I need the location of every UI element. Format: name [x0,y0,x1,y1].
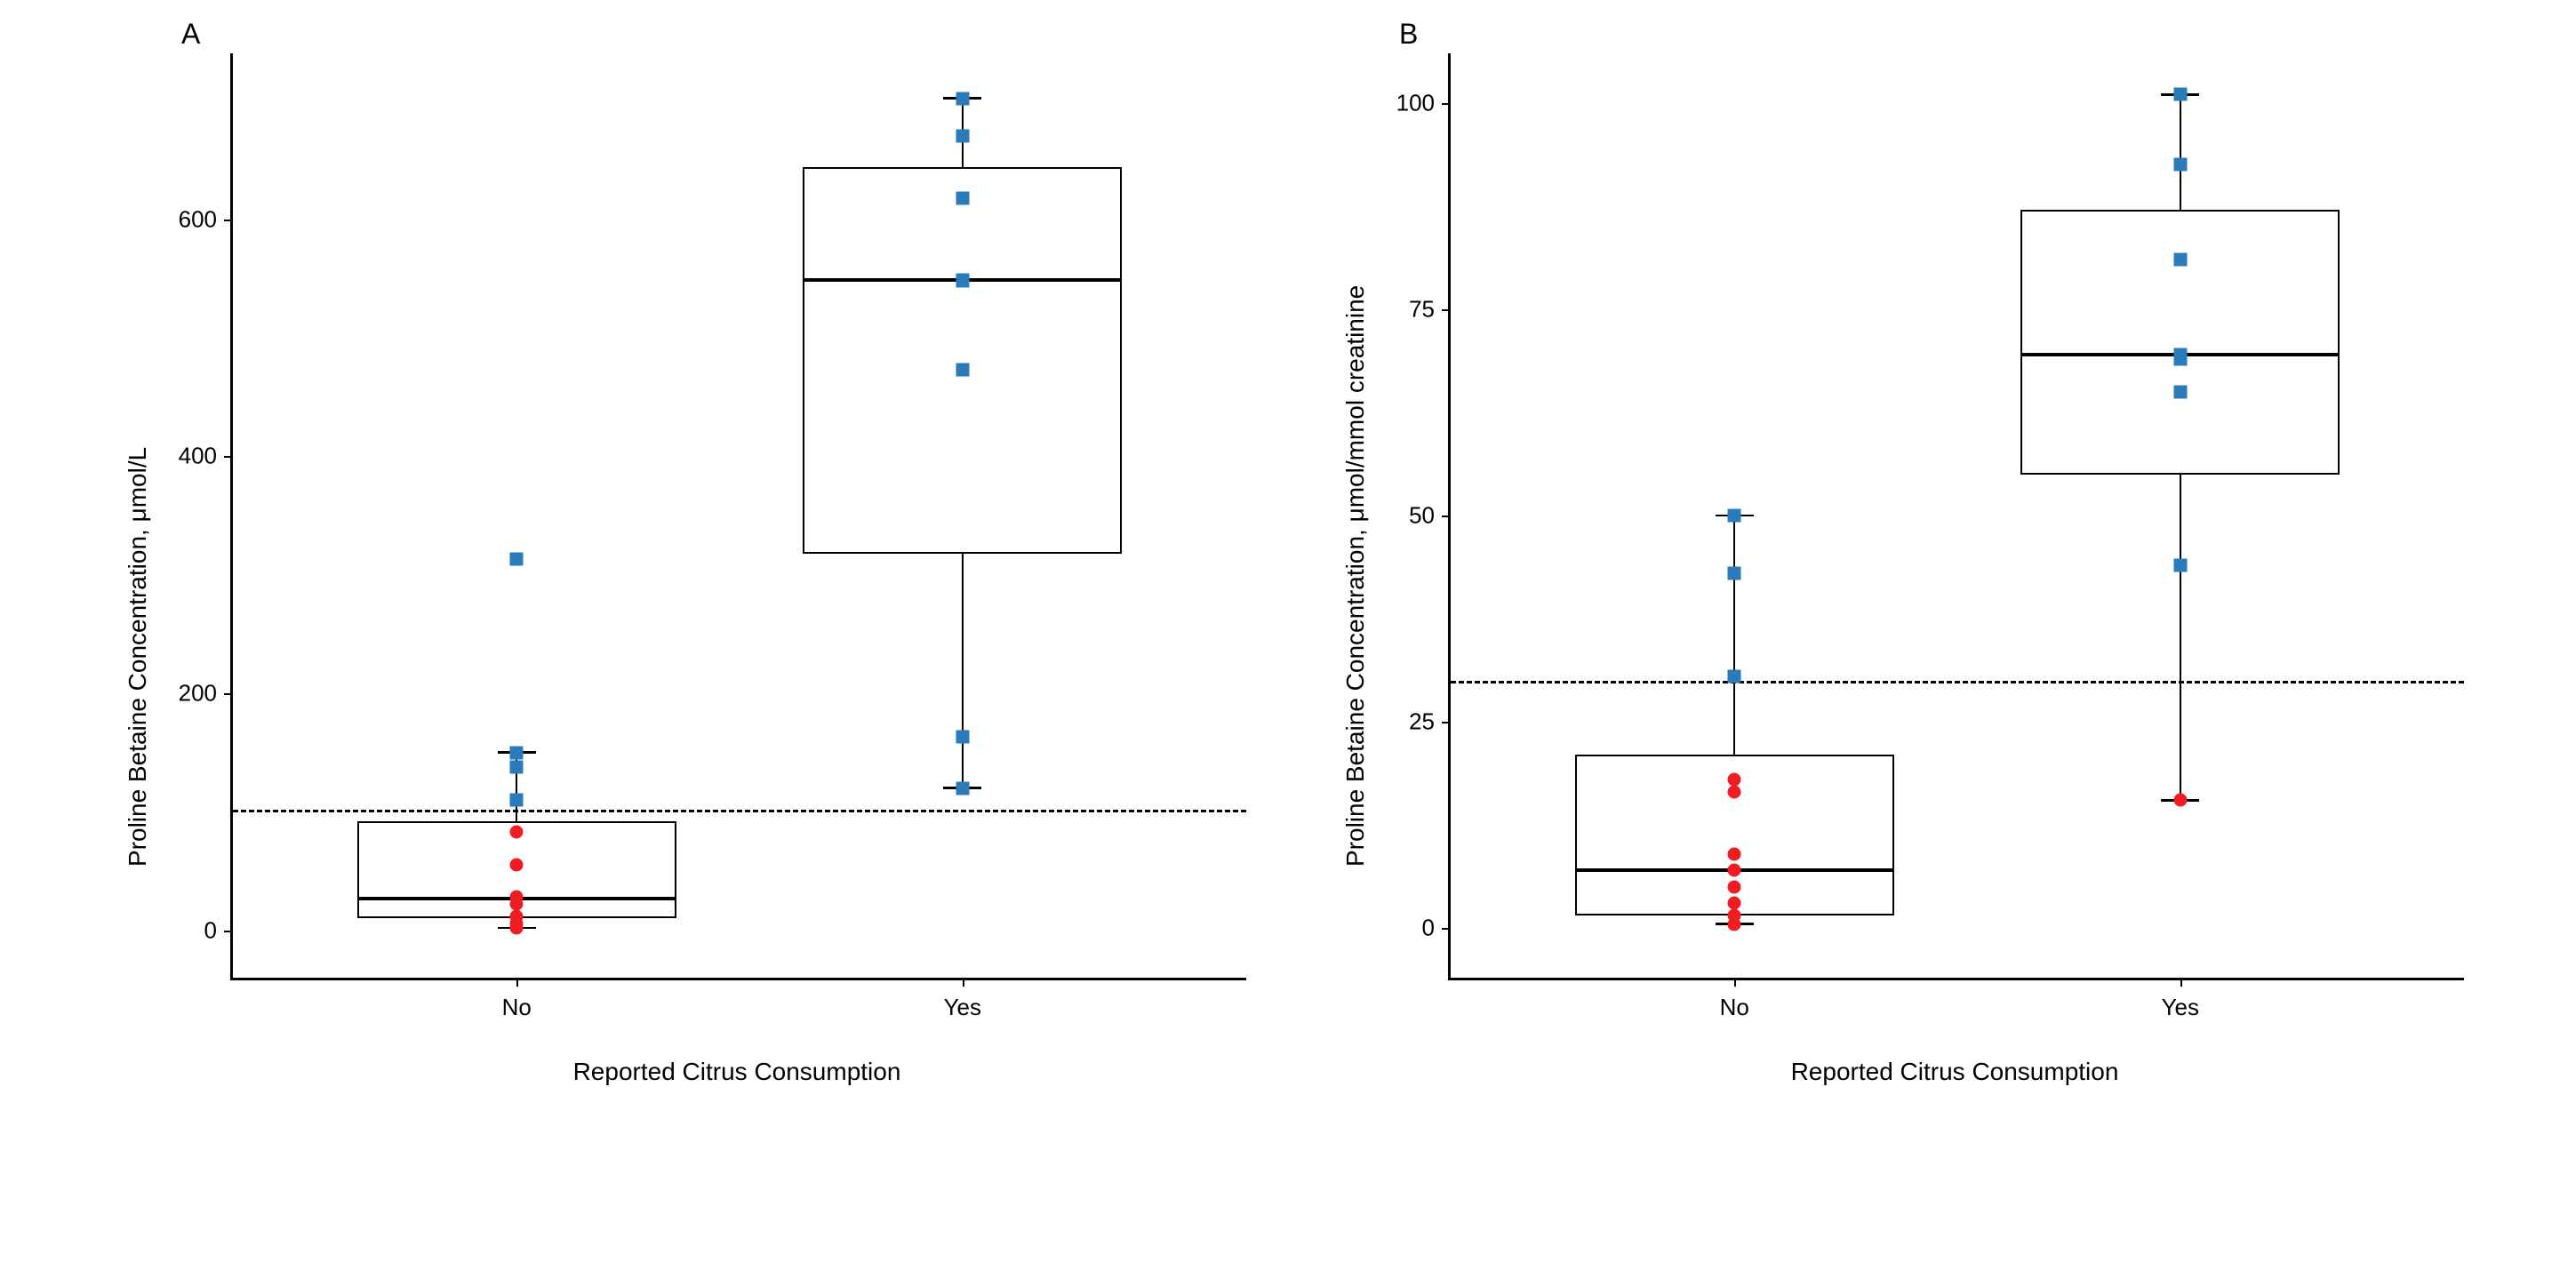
data-point-circle [1728,773,1741,787]
data-point-square [2173,558,2187,572]
data-point-square [2173,88,2187,101]
data-point-circle [1728,786,1741,799]
boxplot-figure: A0200400600NoYesProline Betaine Concentr… [0,0,2576,1111]
whisker-upper [2180,94,2182,210]
y-axis-title: Proline Betaine Concentration, μmol/L [124,447,152,867]
whisker-upper [1733,516,1736,755]
x-tick-label: No [1720,978,1749,1021]
data-point-square [1728,670,1741,683]
panel-A: A0200400600NoYesProline Betaine Concentr… [97,18,1261,1093]
x-tick-label: No [502,978,532,1021]
data-point-square [956,731,969,744]
data-point-square [956,781,969,795]
data-point-square [956,364,969,377]
data-point-square [510,760,524,773]
data-point-circle [510,922,524,935]
data-point-square [956,191,969,204]
panel-label: B [1399,18,1418,51]
y-tick-label: 400 [179,443,233,470]
x-tick-label: Yes [2162,978,2199,1021]
box [803,167,1122,554]
y-axis-title: Proline Betaine Concentration, μmol/mmol… [1341,285,1370,867]
panel-B: B0255075100NoYesProline Betaine Concentr… [1315,18,2479,1093]
y-tick-label: 200 [179,680,233,707]
data-point-square [2173,385,2187,398]
threshold-line [233,810,1246,812]
data-point-square [956,92,969,105]
x-tick-label: Yes [944,978,981,1021]
whisker-lower [962,554,964,788]
y-tick-label: 0 [204,916,233,944]
data-point-square [510,794,524,807]
y-tick-label: 100 [1396,89,1451,116]
data-point-square [956,275,969,288]
data-point-square [1728,509,1741,523]
data-point-circle [1728,880,1741,893]
y-tick-label: 50 [1409,502,1451,530]
data-point-circle [2173,794,2187,807]
x-axis-title: Reported Citrus Consumption [573,1058,901,1086]
threshold-line [1451,681,2464,683]
data-point-circle [1728,897,1741,910]
box [2020,210,2340,474]
data-point-circle [1728,864,1741,877]
data-point-circle [510,859,524,872]
y-tick-label: 0 [1422,915,1451,942]
data-point-circle [510,826,524,839]
plot-area: 0200400600NoYes [230,53,1246,980]
y-tick-label: 25 [1409,708,1451,736]
data-point-square [1728,567,1741,580]
data-point-square [2173,158,2187,172]
y-tick-label: 600 [179,205,233,233]
data-point-square [510,746,524,759]
y-tick-label: 75 [1409,295,1451,323]
panel-label: A [181,18,200,51]
data-point-circle [1728,847,1741,860]
x-axis-title: Reported Citrus Consumption [1791,1058,2119,1086]
whisker-lower [2180,475,2182,801]
data-point-square [510,553,524,566]
plot-area: 0255075100NoYes [1448,53,2464,980]
data-point-square [2173,253,2187,267]
data-point-circle [1728,917,1741,931]
data-point-square [956,130,969,143]
data-point-square [2173,352,2187,365]
